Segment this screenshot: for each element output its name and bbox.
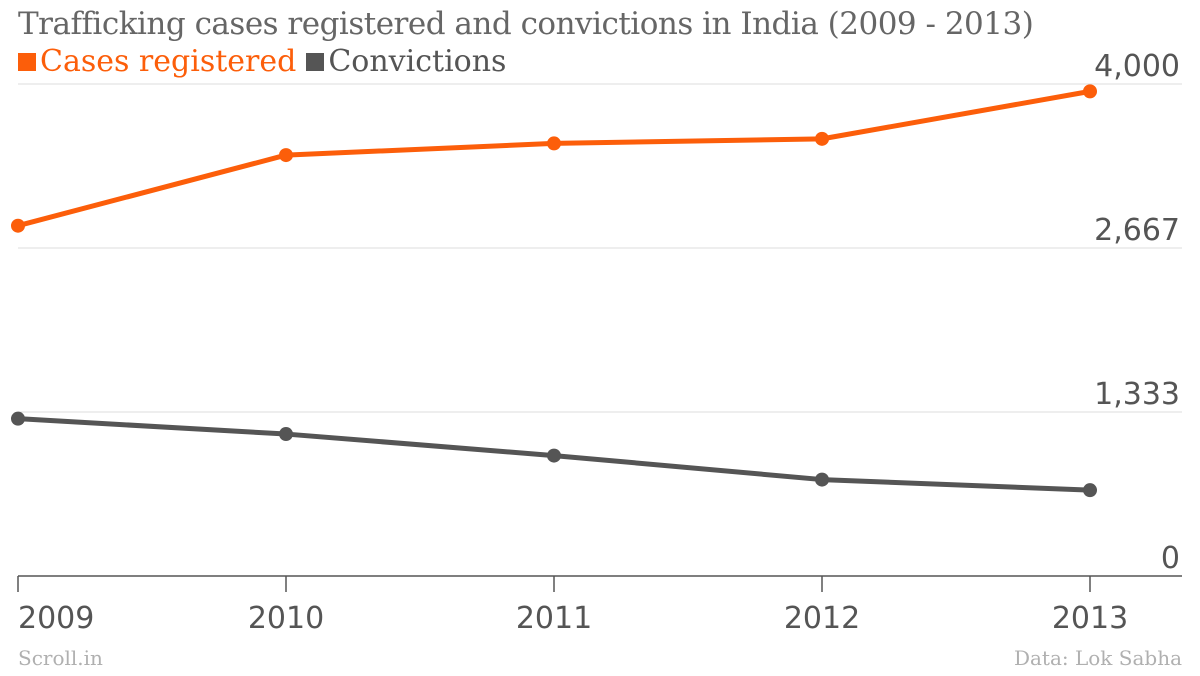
- x-tick-label: 2013: [1052, 601, 1128, 636]
- data-point-cases-registered: [1083, 84, 1097, 99]
- legend: Cases registered Convictions: [18, 44, 516, 79]
- legend-label-cases: Cases registered: [40, 44, 297, 79]
- legend-item-cases: Cases registered: [18, 44, 296, 79]
- x-tick-label: 2012: [784, 601, 860, 636]
- data-source: Data: Lok Sabha: [1013, 646, 1182, 670]
- data-point-convictions: [1083, 483, 1097, 498]
- data-point-convictions: [279, 427, 293, 442]
- legend-swatch-cases: [18, 52, 36, 71]
- source-credit: Scroll.in: [18, 646, 103, 670]
- legend-label-convictions: Convictions: [328, 44, 507, 79]
- data-point-cases-registered: [11, 218, 25, 233]
- data-point-cases-registered: [815, 131, 829, 146]
- y-tick-label: 2,667: [1094, 213, 1180, 248]
- data-point-cases-registered: [279, 148, 293, 163]
- data-point-convictions: [11, 411, 25, 426]
- y-tick-label: 1,333: [1094, 377, 1180, 412]
- data-point-convictions: [547, 448, 561, 463]
- legend-swatch-convictions: [306, 52, 325, 71]
- chart-title: Trafficking cases registered and convict…: [18, 6, 1034, 42]
- x-tick-label: 2010: [248, 601, 324, 636]
- y-tick-label: 0: [1161, 541, 1180, 576]
- y-tick-label: 4,000: [1094, 49, 1180, 84]
- data-point-cases-registered: [547, 136, 561, 151]
- series-line-cases-registered: [15, 88, 1093, 229]
- x-tick-label: 2009: [18, 601, 94, 636]
- x-tick-label: 2011: [516, 601, 592, 636]
- data-point-convictions: [815, 472, 829, 487]
- legend-item-convictions: Convictions: [306, 44, 506, 79]
